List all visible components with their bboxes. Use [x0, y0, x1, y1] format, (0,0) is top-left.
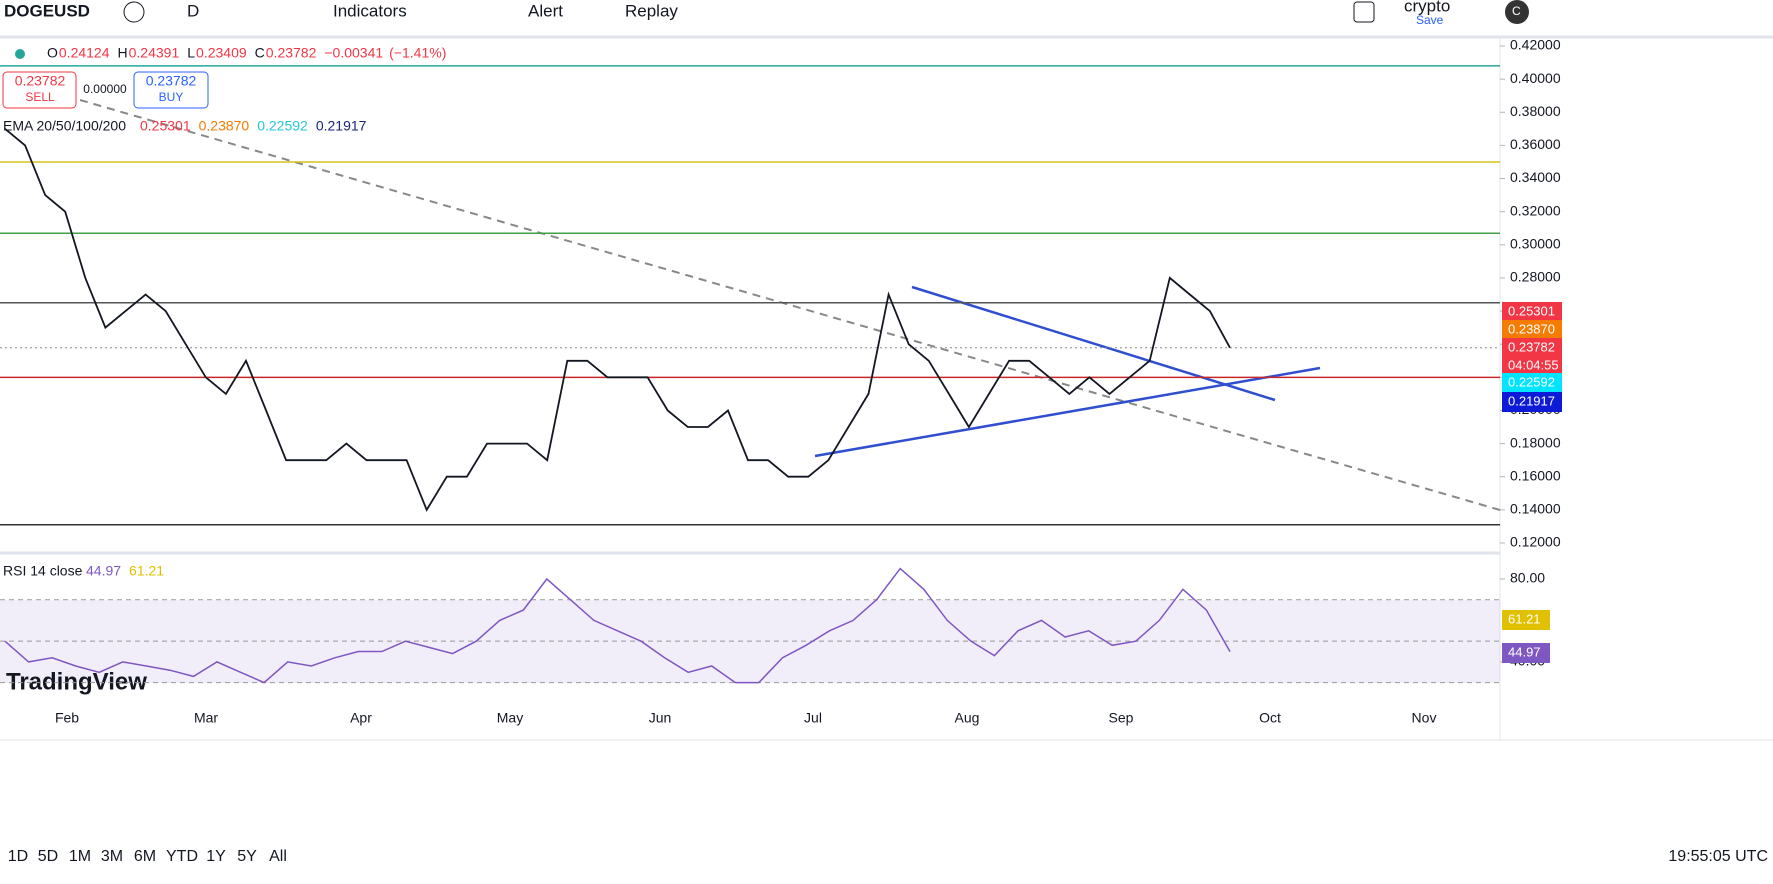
x-tick-label: Aug — [955, 710, 980, 726]
range-button[interactable]: 5Y — [237, 848, 257, 865]
rsi-line — [4, 567, 1231, 684]
range-button[interactable]: 5D — [38, 848, 58, 865]
x-tick-label: Feb — [55, 710, 79, 726]
buy-price: 0.23782 — [146, 73, 197, 89]
replay[interactable]: Replay — [625, 1, 678, 20]
countdown: 04:04:55 — [1508, 357, 1559, 372]
range-button[interactable]: 6M — [134, 848, 156, 865]
change: −0.00341 — [324, 45, 383, 61]
ohlc-value: 0.24124 — [59, 45, 110, 61]
price-label: 0.21917 — [1508, 393, 1555, 408]
y-tick-label: 0.12000 — [1510, 534, 1561, 550]
x-tick-label: May — [497, 710, 523, 726]
sell-label: SELL — [25, 90, 55, 104]
y-tick-label: 0.14000 — [1510, 501, 1561, 517]
clock: 19:55:05 UTC — [1668, 848, 1768, 865]
toolbar — [0, 0, 1773, 36]
rsi-label-bg — [1502, 610, 1550, 630]
ohlc-value: 0.23782 — [266, 45, 317, 61]
price-label-bg — [1502, 320, 1562, 340]
alert[interactable]: Alert — [528, 1, 563, 20]
indicators[interactable]: Indicators — [333, 1, 407, 20]
sell-button[interactable] — [2, 71, 77, 109]
price-label-bg — [1502, 338, 1562, 376]
ohlc-key: C — [255, 45, 265, 61]
save[interactable]: Save — [1416, 13, 1444, 27]
ohlc-value: 0.23409 — [196, 45, 247, 61]
price-label: 0.22592 — [1508, 374, 1555, 389]
y-tick-label: 80.00 — [1510, 570, 1545, 586]
x-tick-label: Mar — [194, 710, 218, 726]
range-button[interactable]: 1D — [8, 848, 28, 865]
spread: 0.00000 — [83, 82, 127, 96]
rsi-label-bg — [1502, 643, 1550, 663]
rsi-title: RSI 14 close — [3, 563, 83, 579]
avatar: C — [1512, 4, 1521, 18]
y-tick-label: 0.42000 — [1510, 37, 1561, 53]
price-label: 0.25301 — [1508, 303, 1555, 318]
buy-label: BUY — [159, 90, 184, 104]
buy-button[interactable] — [133, 71, 209, 109]
trendline — [911, 285, 1276, 402]
rsi-label: 61.21 — [1508, 611, 1541, 626]
indicator-value: 44.97 — [86, 563, 121, 579]
price-line — [4, 128, 1231, 512]
layout-icon[interactable] — [1353, 1, 1375, 23]
y-tick-label: 0.38000 — [1510, 103, 1561, 119]
add-symbol[interactable] — [123, 1, 145, 23]
range-button[interactable]: 1Y — [206, 848, 226, 865]
indicator-value: 61.21 — [129, 563, 164, 579]
x-tick-label: Jun — [649, 710, 672, 726]
y-tick-label: 0.34000 — [1510, 169, 1561, 185]
watermark: TradingView — [6, 668, 147, 695]
change-pct: (−1.41%) — [389, 45, 446, 61]
price-label: 0.23782 — [1508, 339, 1555, 354]
rsi-label: 44.97 — [1508, 644, 1541, 659]
x-tick-label: Oct — [1259, 710, 1281, 726]
indicator-value: 0.25301 — [140, 118, 191, 134]
interval[interactable]: D — [187, 1, 199, 20]
x-tick-label: Jul — [804, 710, 822, 726]
price-label-bg — [1502, 392, 1562, 412]
price-label-bg — [1502, 302, 1562, 322]
trendline — [814, 366, 1321, 458]
y-tick-label: 0.40000 — [1510, 70, 1561, 86]
range-button[interactable]: YTD — [166, 848, 198, 865]
y-tick-label: 0.28000 — [1510, 269, 1561, 285]
status-dot — [15, 49, 25, 59]
price-label-bg — [1502, 373, 1562, 393]
y-tick-label: 0.30000 — [1510, 236, 1561, 252]
symbol[interactable]: DOGEUSD — [4, 1, 90, 20]
ema-title: EMA 20/50/100/200 — [3, 118, 126, 134]
indicator-value: 0.22592 — [257, 118, 308, 134]
indicator-value: 0.21917 — [316, 118, 367, 134]
ohlc-key: H — [118, 45, 128, 61]
range-button[interactable]: 3M — [101, 848, 123, 865]
layout-name[interactable]: crypto — [1404, 0, 1450, 15]
y-tick-label: 0.16000 — [1510, 467, 1561, 483]
x-tick-label: Nov — [1412, 710, 1437, 726]
ohlc-key: L — [187, 45, 195, 61]
x-tick-label: Sep — [1109, 710, 1134, 726]
sell-price: 0.23782 — [15, 73, 66, 89]
avatar-bg[interactable] — [1505, 0, 1529, 24]
ohlc-key: O — [47, 45, 58, 61]
x-tick-label: Apr — [350, 710, 372, 726]
price-label: 0.23870 — [1508, 321, 1555, 336]
range-button[interactable]: 1M — [69, 848, 91, 865]
y-tick-label: 0.18000 — [1510, 434, 1561, 450]
indicator-value: 0.23870 — [199, 118, 250, 134]
range-button[interactable]: All — [269, 848, 287, 865]
y-tick-label: 0.36000 — [1510, 136, 1561, 152]
ohlc-value: 0.24391 — [129, 45, 180, 61]
y-tick-label: 0.32000 — [1510, 202, 1561, 218]
